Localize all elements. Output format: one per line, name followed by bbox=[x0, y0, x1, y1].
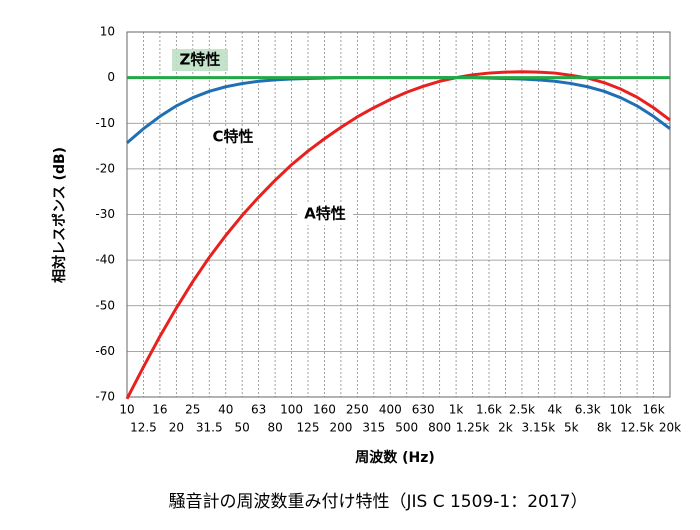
series-line bbox=[125, 70, 671, 400]
x-tick-label: 25 bbox=[185, 403, 200, 417]
x-tick-label: 200 bbox=[329, 421, 352, 435]
x-tick-label: 10 bbox=[119, 403, 134, 417]
series-label-bg bbox=[205, 126, 261, 148]
y-tick-label: -70 bbox=[95, 390, 115, 404]
plot-border bbox=[126, 31, 671, 398]
x-tick-label: 2k bbox=[498, 421, 513, 435]
x-tick-label: 6.3k bbox=[575, 403, 601, 417]
x-tick-label: 50 bbox=[235, 421, 250, 435]
series-label: C特性 bbox=[212, 128, 253, 146]
x-tick-label: 10k bbox=[610, 403, 632, 417]
x-tick-label: 400 bbox=[379, 403, 402, 417]
x-tick-label: 12.5k bbox=[620, 421, 654, 435]
x-tick-label: 1.6k bbox=[476, 403, 502, 417]
x-tick-label: 20k bbox=[659, 421, 681, 435]
y-tick-label: 10 bbox=[100, 25, 115, 39]
x-tick-label: 500 bbox=[395, 421, 418, 435]
y-axis-title: 相対レスポンス (dB) bbox=[51, 147, 68, 283]
x-tick-label: 4k bbox=[548, 403, 563, 417]
x-tick-label: 40 bbox=[218, 403, 233, 417]
x-tick-label: 3.15k bbox=[522, 421, 556, 435]
x-axis-title: 周波数 (Hz) bbox=[355, 449, 435, 466]
x-tick-label: 31.5 bbox=[196, 421, 223, 435]
x-tick-label: 250 bbox=[346, 403, 369, 417]
x-tick-label: 1.25k bbox=[456, 421, 490, 435]
y-tick-label: -40 bbox=[95, 253, 115, 267]
x-tick-label: 63 bbox=[251, 403, 266, 417]
x-tick-label: 630 bbox=[412, 403, 435, 417]
series-label: A特性 bbox=[304, 205, 346, 223]
x-tick-label: 125 bbox=[297, 421, 320, 435]
x-tick-label: 16 bbox=[152, 403, 167, 417]
y-tick-label: -50 bbox=[95, 298, 115, 312]
x-tick-label: 315 bbox=[362, 421, 385, 435]
x-tick-label: 8k bbox=[597, 421, 612, 435]
series-label-bg bbox=[297, 203, 353, 225]
x-tick-label: 160 bbox=[313, 403, 336, 417]
x-tick-label: 1k bbox=[449, 403, 464, 417]
x-tick-label: 16k bbox=[642, 403, 664, 417]
x-tick-label: 5k bbox=[564, 421, 579, 435]
x-tick-label: 2.5k bbox=[509, 403, 535, 417]
series-label: Z特性 bbox=[180, 51, 221, 69]
series-label-bg bbox=[172, 49, 228, 71]
x-tick-label: 800 bbox=[428, 421, 451, 435]
x-tick-label: 80 bbox=[267, 421, 282, 435]
chart-title: 騒音計の周波数重み付け特性（JIS C 1509-1：2017） bbox=[169, 492, 588, 512]
x-tick-label: 12.5 bbox=[130, 421, 157, 435]
y-tick-label: -10 bbox=[95, 116, 115, 130]
y-tick-label: 0 bbox=[107, 70, 115, 84]
y-tick-label: -30 bbox=[95, 207, 115, 221]
y-tick-label: -20 bbox=[95, 161, 115, 175]
x-tick-label: 20 bbox=[169, 421, 184, 435]
x-tick-label: 100 bbox=[280, 403, 303, 417]
y-tick-label: -60 bbox=[95, 344, 115, 358]
